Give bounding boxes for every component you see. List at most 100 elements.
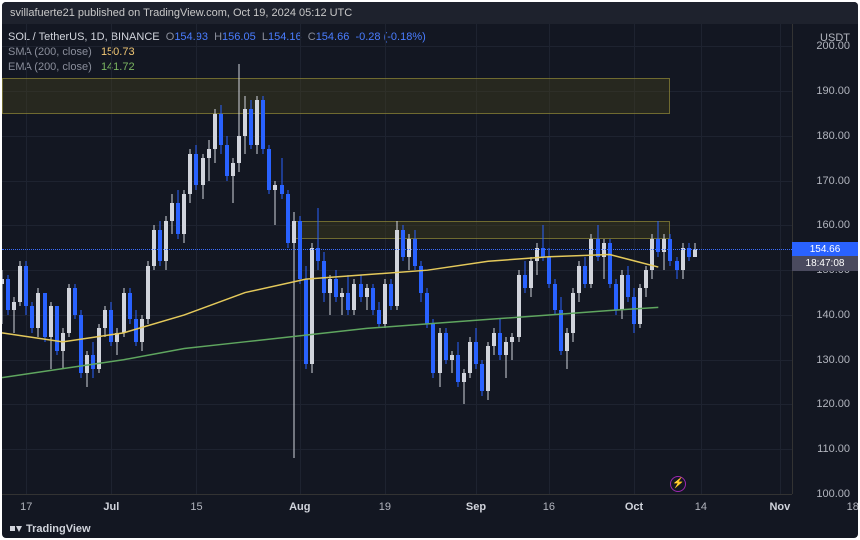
last-price-badge: 154.66 — [792, 242, 858, 257]
candle-body — [510, 337, 514, 341]
candle-body — [419, 266, 423, 293]
countdown-badge: 18:47:08 — [792, 256, 858, 271]
candle-wick — [451, 351, 452, 373]
chart-plot[interactable]: SOL / TetherUS, 1D, BINANCE O154.93 H156… — [2, 24, 792, 494]
grid-line-h — [2, 46, 792, 47]
candle-wick — [208, 140, 209, 180]
price-zone[interactable] — [294, 221, 671, 239]
candle-body — [444, 333, 448, 360]
ema-label: EMA (200, close) — [8, 61, 92, 73]
info-box: SOL / TetherUS, 1D, BINANCE O154.93 H156… — [8, 30, 426, 75]
candle-body — [2, 279, 4, 283]
price-tick: 100.00 — [816, 488, 850, 500]
candle-body — [480, 364, 484, 391]
grid-line-v — [701, 24, 702, 494]
candle-body — [24, 266, 28, 306]
last-price-line — [2, 249, 792, 250]
candle-body — [638, 288, 642, 324]
candle-body — [431, 324, 435, 373]
time-tick: 16 — [543, 501, 555, 513]
candle-body — [267, 149, 271, 189]
candle-body — [517, 275, 521, 338]
candle-body — [67, 288, 71, 333]
candle-body — [334, 279, 338, 297]
candle-body — [176, 203, 180, 234]
candle-body — [158, 230, 162, 261]
price-tick: 120.00 — [816, 398, 850, 410]
candle-body — [61, 333, 65, 351]
snapshot-icon[interactable]: ⚡ — [670, 476, 686, 492]
grid-line-h — [2, 315, 792, 316]
candle-body — [352, 284, 356, 311]
candle-body — [249, 109, 253, 145]
candle-body — [85, 355, 89, 373]
candle-body — [103, 310, 107, 328]
candle-body — [43, 293, 47, 338]
grid-line-h — [2, 404, 792, 405]
candle-body — [164, 221, 168, 261]
price-tick: 140.00 — [816, 309, 850, 321]
candle-body — [73, 288, 77, 315]
candle-body — [152, 230, 156, 266]
candle-body — [310, 248, 314, 364]
candle-body — [553, 284, 557, 311]
candle-body — [626, 275, 630, 297]
candle-body — [109, 310, 113, 341]
grid-line-h — [2, 449, 792, 450]
candle-body — [49, 306, 53, 337]
candle-body — [614, 284, 618, 311]
candle-body — [91, 355, 95, 368]
sma-value: 150.73 — [101, 46, 135, 58]
candle-body — [6, 279, 10, 310]
candle-body — [401, 230, 405, 257]
candle-body — [231, 163, 235, 176]
candle-body — [128, 293, 132, 320]
candle-body — [438, 333, 442, 373]
candle-body — [146, 266, 150, 320]
candle-body — [365, 288, 369, 297]
symbol-label: SOL / TetherUS, 1D, BINANCE — [8, 31, 160, 43]
candle-body — [425, 293, 429, 324]
candle-body — [207, 149, 211, 158]
candle-body — [322, 261, 326, 292]
ema-value: 141.72 — [101, 61, 135, 73]
candle-body — [468, 342, 472, 373]
candle-body — [140, 319, 144, 341]
candle-body — [340, 293, 344, 297]
candle-body — [413, 239, 417, 266]
candle-body — [219, 114, 223, 145]
candle-body — [201, 158, 205, 185]
candle-body — [693, 249, 697, 256]
price-tick: 170.00 — [816, 175, 850, 187]
candle-body — [225, 145, 229, 176]
candle-body — [79, 315, 83, 373]
candle-body — [620, 275, 624, 311]
candle-body — [492, 333, 496, 346]
candle-body — [30, 306, 34, 328]
candle-body — [237, 136, 241, 163]
time-tick: Nov — [769, 501, 790, 513]
tradingview-icon — [10, 523, 22, 535]
candle-body — [328, 279, 332, 292]
time-tick: 15 — [190, 501, 202, 513]
time-tick: 14 — [695, 501, 707, 513]
time-tick: 18 — [847, 501, 858, 513]
time-tick: Jul — [103, 501, 119, 513]
price-tick: 200.00 — [816, 40, 850, 52]
candle-body — [213, 114, 217, 150]
candle-body — [170, 203, 174, 221]
candle-body — [134, 319, 138, 341]
candle-body — [383, 284, 387, 324]
time-axis[interactable]: 17Jul15Aug19Sep16Oct14Nov18 — [2, 494, 792, 522]
candle-body — [559, 310, 563, 350]
candle-body — [273, 185, 277, 189]
candle-body — [122, 293, 126, 333]
candle-body — [681, 248, 685, 270]
time-tick: 19 — [379, 501, 391, 513]
candle-body — [292, 221, 296, 243]
candle-body — [589, 239, 593, 284]
candle-body — [261, 100, 265, 149]
candle-body — [346, 293, 350, 311]
price-zone[interactable] — [2, 78, 670, 114]
candle-body — [644, 270, 648, 288]
